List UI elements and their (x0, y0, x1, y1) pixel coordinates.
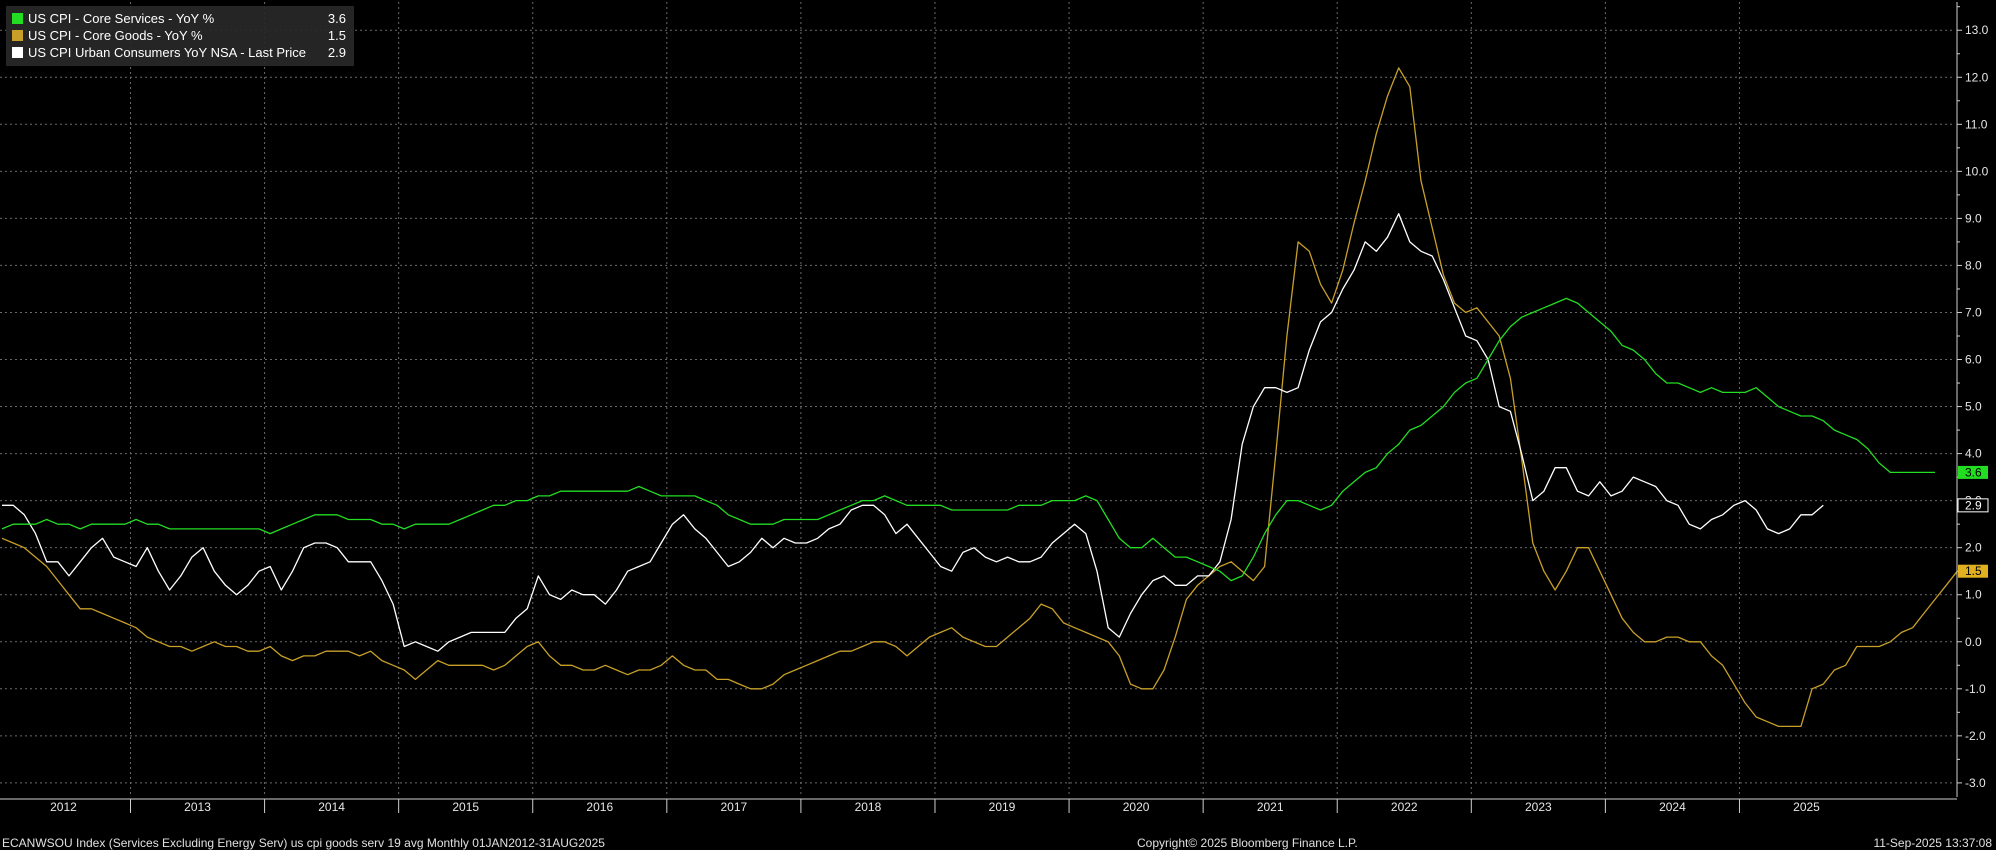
series-line-core-services (1, 297, 1935, 582)
y-tick-label: -2.0 (1965, 729, 1986, 743)
last-value-badge (1958, 465, 1988, 479)
x-tick-label: 2015 (452, 800, 479, 814)
y-tick-label: 8.0 (1965, 258, 1982, 272)
x-axis: 2012 2013 2014 2015 2016 2017 2018 2019 2020 2021… (0, 798, 1957, 814)
footer-bar: ECANWSOU Index (Services Excluding Energ… (0, 836, 1996, 850)
x-tick-label: 2021 (1257, 800, 1284, 814)
footer-copyright: Copyright© 2025 Bloomberg Finance L.P. (1137, 836, 1358, 850)
x-tick-label: 2023 (1525, 800, 1552, 814)
legend-value: 3.6 (327, 11, 346, 26)
legend-item-core-goods: US CPI - Core Goods - YoY % 1.5 (12, 27, 346, 44)
y-tick-label: 2.0 (1965, 541, 1982, 555)
legend-value: 1.5 (327, 28, 346, 43)
footer-timestamp: 11-Sep-2025 13:37:08 (1873, 836, 1992, 850)
y-tick-label: 5.0 (1965, 400, 1982, 414)
x-tick-label: 2018 (855, 800, 882, 814)
y-tick-label: 9.0 (1965, 211, 1982, 225)
last-value-badge (1957, 498, 1989, 513)
last-value-label: 3.6 (1965, 465, 1982, 479)
legend-swatch (12, 13, 23, 24)
legend-label: US CPI Urban Consumers YoY NSA - Last Pr… (28, 45, 306, 60)
y-tick-label: 10.0 (1965, 164, 1989, 178)
legend-label: US CPI - Core Services - YoY % (28, 11, 215, 26)
y-tick-label: 6.0 (1965, 353, 1982, 367)
x-tick-label: 2012 (50, 800, 77, 814)
legend-label: US CPI - Core Goods - YoY % (28, 28, 203, 43)
x-tick-label: 2024 (1659, 800, 1686, 814)
last-value-label: 2.9 (1965, 498, 1982, 512)
y-tick-label: -1.0 (1965, 682, 1986, 696)
y-axis: -3.0-2.0-1.00.01.02.03.04.05.06.07.08.09… (1956, 2, 1989, 797)
y-tick-label: 0.0 (1965, 635, 1982, 649)
y-tick-label: 1.0 (1965, 588, 1982, 602)
x-tick-label: 2013 (184, 800, 211, 814)
x-tick-label: 2017 (721, 800, 748, 814)
footer-security-description: ECANWSOU Index (Services Excluding Energ… (2, 836, 605, 850)
legend: US CPI - Core Services - YoY % 3.6 US CP… (6, 6, 354, 66)
legend-value: 2.9 (327, 45, 346, 60)
legend-swatch (12, 30, 23, 41)
y-tick-label: -3.0 (1965, 776, 1986, 790)
x-tick-label: 2019 (989, 800, 1016, 814)
y-tick-label: 4.0 (1965, 447, 1982, 461)
y-tick-label: 12.0 (1965, 70, 1989, 84)
last-value-label: 1.5 (1965, 564, 1982, 578)
x-tick-label: 2014 (318, 800, 345, 814)
x-tick-label: 2025 (1793, 800, 1820, 814)
series-line-cpi-urban (2, 213, 1824, 652)
last-value-badge (1958, 564, 1988, 578)
series-line-core-goods (1, 67, 1958, 728)
y-tick-label: 11.0 (1965, 117, 1988, 131)
legend-item-core-services: US CPI - Core Services - YoY % 3.6 (12, 10, 346, 27)
x-tick-label: 2016 (586, 800, 613, 814)
x-tick-label: 2020 (1123, 800, 1150, 814)
legend-item-cpi-urban: US CPI Urban Consumers YoY NSA - Last Pr… (12, 44, 346, 61)
y-tick-label: 13.0 (1965, 23, 1989, 37)
y-tick-label: 7.0 (1965, 305, 1982, 319)
x-tick-label: 2022 (1391, 800, 1418, 814)
series-lines (1, 67, 1958, 728)
legend-swatch (12, 47, 23, 58)
